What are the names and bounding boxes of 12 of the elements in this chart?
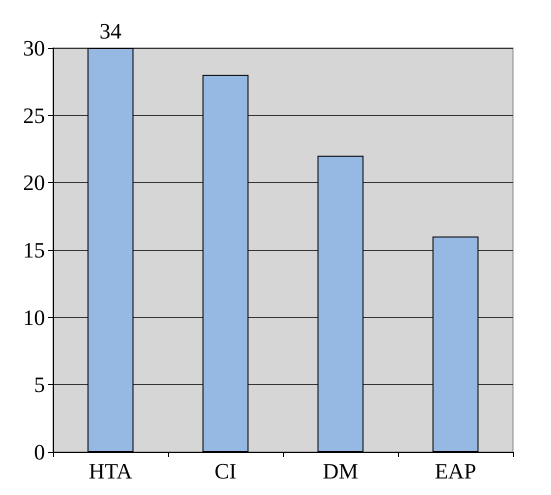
x-tick-label: HTA (88, 458, 132, 484)
y-tick-label: 5 (34, 372, 45, 398)
x-tick-label: EAP (434, 458, 476, 484)
text: 34 (100, 18, 122, 44)
y-tick-label: 15 (23, 238, 45, 262)
y-tick-label: 10 (23, 304, 45, 330)
x-tick-label: DM (322, 458, 358, 484)
x-tick-label: CI (214, 458, 236, 484)
y-tick-label: 0 (34, 440, 45, 464)
y-tick-label: 20 (23, 170, 45, 196)
y-tick-label: 25 (23, 102, 45, 128)
y-tick-label: 30 (23, 36, 45, 60)
